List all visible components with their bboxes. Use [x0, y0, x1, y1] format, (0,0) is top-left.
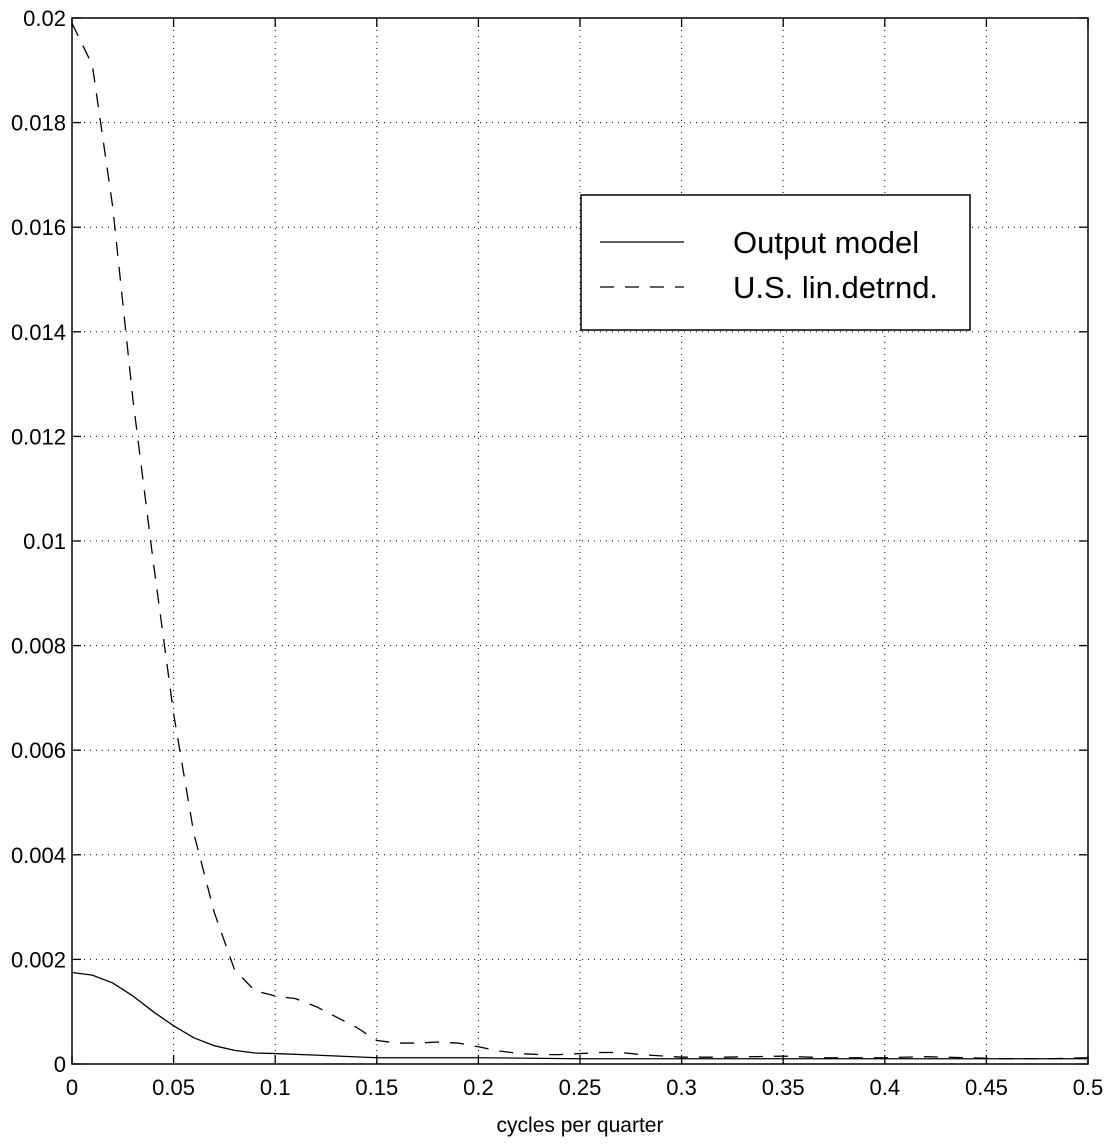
x-tick-label: 0.35 — [762, 1075, 805, 1100]
legend-label-output-model: Output model — [733, 225, 919, 260]
y-tick-label: 0.008 — [11, 634, 66, 659]
y-tick-label: 0.01 — [23, 529, 66, 554]
x-tick-label: 0.4 — [870, 1075, 901, 1100]
x-tick-label: 0.15 — [355, 1075, 398, 1100]
y-tick-label: 0.004 — [11, 843, 66, 868]
y-tick-label: 0.012 — [11, 424, 66, 449]
tick-marks — [71, 17, 1089, 1065]
y-tick-label: 0.018 — [11, 111, 66, 136]
y-tick-label: 0.006 — [11, 738, 66, 763]
y-tick-label: 0.002 — [11, 947, 66, 972]
series-line-us-lin-detrnd — [71, 22, 1089, 1060]
series-line-output-model — [71, 971, 1088, 1060]
x-axis-label: cycles per quarter — [497, 1114, 664, 1137]
y-tick-label: 0 — [54, 1052, 66, 1077]
x-tick-label: 0.25 — [559, 1075, 602, 1100]
x-tick-label: 0.1 — [260, 1075, 291, 1100]
y-tick-label: 0.02 — [23, 6, 66, 31]
x-tick-label: 0.5 — [1073, 1075, 1104, 1100]
legend-box — [580, 194, 971, 331]
series-layer — [71, 22, 1089, 1060]
x-tick-label: 0.2 — [463, 1075, 494, 1100]
y-axis-tick-labels: 0 0.002 0.004 0.006 0.008 0.01 0.012 0.014 0.016… — [11, 6, 66, 1077]
x-tick-label: 0.3 — [666, 1075, 697, 1100]
x-tick-label: 0.45 — [965, 1075, 1008, 1100]
legend-label-us-lin-detrnd: U.S. lin.detrnd. — [733, 270, 938, 305]
x-tick-label: 0 — [66, 1075, 78, 1100]
x-tick-label: 0.05 — [152, 1075, 195, 1100]
x-axis-tick-labels: 0 0.05 0.1 0.15 0.2 0.25 0.3 0.35 0.4 0.45 0.5 — [66, 1075, 1103, 1100]
legend: Output model U.S. lin.detrnd. — [580, 194, 971, 331]
y-tick-label: 0.014 — [11, 320, 66, 345]
y-tick-label: 0.016 — [11, 215, 66, 240]
